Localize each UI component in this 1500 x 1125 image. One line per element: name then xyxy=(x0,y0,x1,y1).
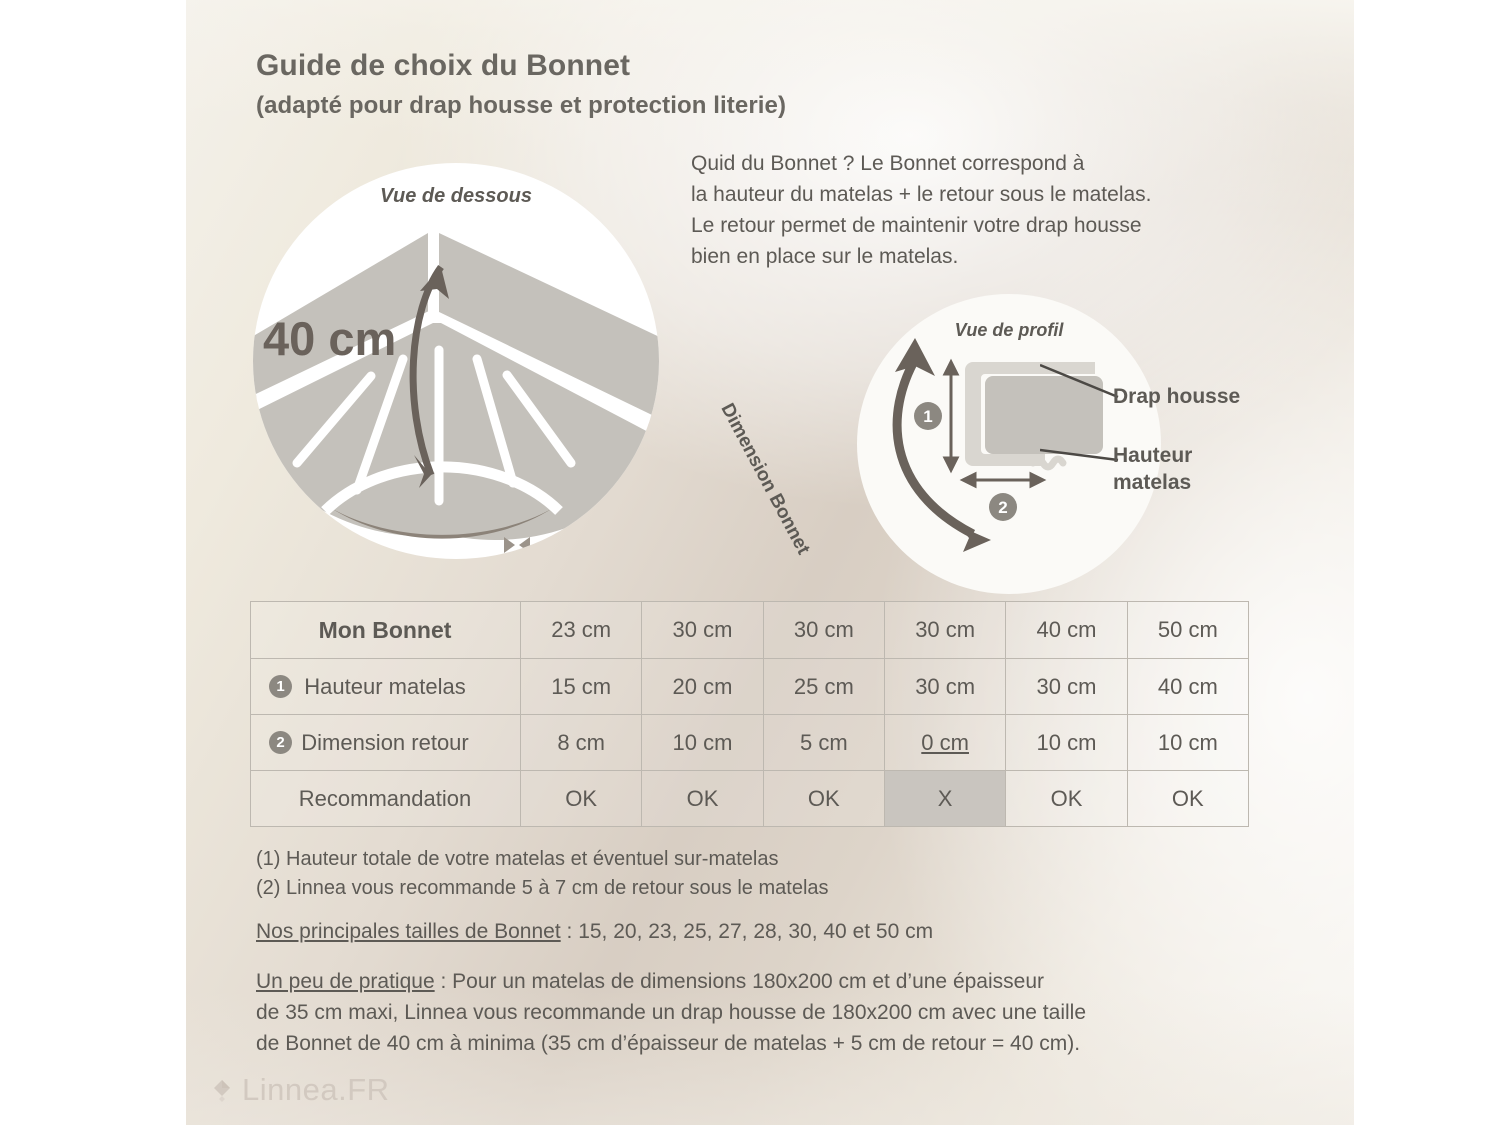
row-label-mon-bonnet: Mon Bonnet xyxy=(250,601,521,659)
cell-recommandation-0: OK xyxy=(519,770,643,827)
table-body: Mon Bonnet 23 cm 30 cm 30 cm 30 cm 40 cm 50 cm… xyxy=(250,601,1250,827)
profile-badge-2-circle xyxy=(989,493,1017,521)
table-row: Mon Bonnet 23 cm 30 cm 30 cm 30 cm 40 cm 50 cm xyxy=(250,601,1250,659)
callout-drap-housse: Drap housse xyxy=(1113,385,1241,408)
table-row: 1 Hauteur matelas 15 cm 20 cm 25 cm 30 cm 30 c… xyxy=(250,658,1250,715)
footnote-practice-line1: Un peu de pratique : Pour un matelas de … xyxy=(256,966,1256,997)
cell-hauteur-matelas-5: 40 cm xyxy=(1126,658,1250,715)
profile-badge-1-circle xyxy=(914,402,942,430)
diagram-bottom-view-label: Vue de dessous xyxy=(380,185,532,207)
page-subtitle: (adapté pour drap housse et protection l… xyxy=(256,92,787,119)
footnote-2: (2) Linnea vous recommande 5 à 7 cm de r… xyxy=(256,877,829,899)
cell-mon-bonnet-1: 30 cm xyxy=(641,601,764,659)
row-badge-2: 2 xyxy=(269,730,292,754)
diagram-profile-view: Vue de profil 1 2 xyxy=(857,294,1161,594)
footnote-sizes-rest: : 15, 20, 23, 25, 27, 28, 30, 40 et 50 c… xyxy=(560,920,934,943)
cell-mon-bonnet-3: 30 cm xyxy=(883,601,1007,659)
table-row: 2 Dimension retour 8 cm 10 cm 5 cm 0 cm 10 cm 1… xyxy=(250,714,1250,771)
svg-text:1: 1 xyxy=(923,407,932,426)
cell-recommandation-3: X xyxy=(883,770,1007,827)
row-label-text: Recommandation xyxy=(298,785,472,811)
row-label-text: Dimension retour xyxy=(301,729,469,755)
cell-recommandation-2: OK xyxy=(762,770,885,827)
diagram-bottom-view: Vue de dessous xyxy=(253,163,659,559)
cell-dimension-retour-1: 10 cm xyxy=(641,714,764,771)
footnote-sizes: Nos principales tailles de Bonnet : 15, … xyxy=(256,917,933,946)
row-label-text: Mon Bonnet xyxy=(318,616,452,643)
linnea-logo[interactable]: Linnea.FR xyxy=(211,1072,390,1108)
cell-dimension-retour-5: 10 cm xyxy=(1126,714,1250,771)
cell-hauteur-matelas-4: 30 cm xyxy=(1005,658,1128,715)
page-title: Guide de choix du Bonnet xyxy=(256,49,631,82)
footnote-practice: Un peu de pratique : Pour un matelas de … xyxy=(256,966,1256,1059)
cell-mon-bonnet-5: 50 cm xyxy=(1126,601,1250,659)
profile-callout-lines xyxy=(1040,363,1119,462)
footnote-practice-line3: de Bonnet de 40 cm à minima (35 cm d’épa… xyxy=(256,1032,1081,1055)
row-label-dimension-retour: 2 Dimension retour xyxy=(250,714,521,771)
cell-dimension-retour-4: 10 cm xyxy=(1005,714,1128,771)
callout-hauteur-matelas-line1: Hauteur xyxy=(1113,444,1193,467)
table-row: Recommandation OK OK OK X OK OK xyxy=(250,770,1250,827)
intro-line-1: Quid du Bonnet ? Le Bonnet correspond à xyxy=(691,152,1085,175)
cell-mon-bonnet-2: 30 cm xyxy=(762,601,885,659)
row-label-recommandation: Recommandation xyxy=(250,770,521,827)
cell-dimension-retour-2: 5 cm xyxy=(762,714,885,771)
cell-recommandation-4: OK xyxy=(1005,770,1128,827)
footnote-sizes-title: Nos principales tailles de Bonnet xyxy=(256,920,561,943)
footnote-practice-line2: de 35 cm maxi, Linnea vous recommande un… xyxy=(256,1001,1086,1024)
diagram-profile-view-label: Vue de profil xyxy=(954,320,1064,340)
footnote-practice-title: Un peu de pratique xyxy=(256,970,435,993)
cell-dimension-retour-3: 0 cm xyxy=(883,714,1007,771)
linnea-logo-text: Linnea.FR xyxy=(242,1072,390,1107)
footnote-1: (1) Hauteur totale de votre matelas et é… xyxy=(256,848,779,870)
profile-view-illustration: 1 2 xyxy=(892,338,1103,552)
row-badge-1: 1 xyxy=(269,674,292,698)
row-label-text: Hauteur matelas xyxy=(304,673,466,699)
cell-dimension-retour-0: 8 cm xyxy=(519,714,643,771)
cell-hauteur-matelas-2: 25 cm xyxy=(762,658,885,715)
bonnet-size-table: Mon Bonnet 23 cm 30 cm 30 cm 30 cm 40 cm 50 cm… xyxy=(250,601,1250,827)
footnote-practice-line1-rest: : Pour un matelas de dimensions 180x200 … xyxy=(434,970,1044,993)
svg-text:2: 2 xyxy=(998,498,1007,517)
cell-hauteur-matelas-3: 30 cm xyxy=(883,658,1007,715)
intro-line-3: Le retour permet de maintenir votre drap… xyxy=(691,214,1142,237)
intro-line-2: la hauteur du matelas + le retour sous l… xyxy=(691,183,1152,206)
diagram-bottom-measure: 40 cm xyxy=(263,312,396,365)
row-label-hauteur-matelas: 1 Hauteur matelas xyxy=(250,658,521,715)
intro-line-4: bien en place sur le matelas. xyxy=(691,245,959,268)
cell-hauteur-matelas-0: 15 cm xyxy=(519,658,643,715)
cell-mon-bonnet-4: 40 cm xyxy=(1005,601,1128,659)
bottom-view-illustration: 40 cm xyxy=(253,224,659,553)
left-white-margin xyxy=(0,0,186,1125)
intro-paragraph: Quid du Bonnet ? Le Bonnet correspond à … xyxy=(691,148,1271,272)
callout-hauteur-matelas-line2: matelas xyxy=(1113,471,1192,494)
callout-hauteur-matelas: Hauteur matelas xyxy=(1113,442,1192,496)
cell-recommandation-5: OK xyxy=(1126,770,1250,827)
cell-recommandation-1: OK xyxy=(641,770,764,827)
right-white-margin xyxy=(1354,0,1500,1125)
diamond-icon xyxy=(214,1080,230,1102)
cell-hauteur-matelas-1: 20 cm xyxy=(641,658,764,715)
cell-mon-bonnet-0: 23 cm xyxy=(519,601,643,659)
cell-underlined-value: 0 cm xyxy=(921,729,969,755)
